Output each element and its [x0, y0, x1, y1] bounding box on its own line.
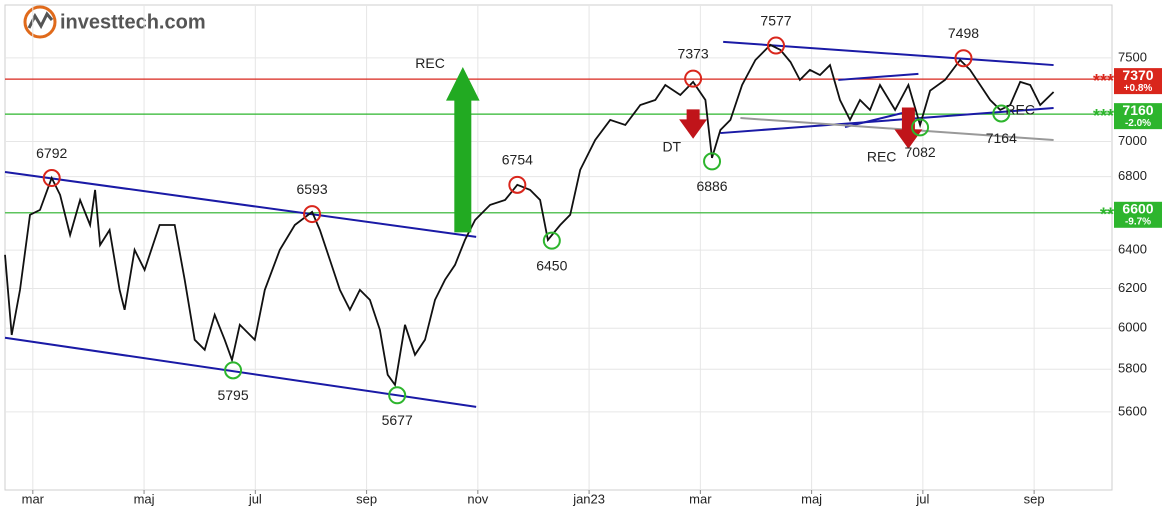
x-tick-label: sep — [1024, 491, 1045, 506]
level-change: -9.7% — [1125, 216, 1151, 227]
pivot-label: 6886 — [696, 178, 727, 194]
pivot-circle — [224, 361, 243, 380]
y-tick-label: 7000 — [1118, 133, 1147, 148]
y-tick-label: 6200 — [1118, 280, 1147, 295]
pivot-label: 6593 — [296, 181, 327, 197]
signal-arrow — [679, 109, 708, 139]
y-tick-label: 7500 — [1118, 49, 1147, 64]
pivot-circle — [911, 118, 930, 137]
trend-line — [4, 171, 477, 238]
signal-arrow — [894, 107, 923, 149]
pivot-label: 6792 — [36, 145, 67, 161]
logo-text: investtech.com — [60, 11, 206, 33]
pivot-circle — [703, 152, 722, 171]
trend-line — [838, 72, 919, 81]
signal-arrow — [446, 67, 480, 233]
level-value: 7370 — [1122, 67, 1153, 83]
x-tick-label: jul — [915, 491, 929, 506]
x-tick-label: maj — [134, 491, 155, 506]
pivot-circle — [42, 169, 61, 188]
y-tick-label: 5800 — [1118, 361, 1147, 376]
pivot-label: 7373 — [678, 45, 709, 61]
x-tick-label: sep — [356, 491, 377, 506]
pivot-label: 7082 — [905, 144, 936, 160]
pivot-label: 5795 — [217, 387, 248, 403]
level-stars: *** — [1093, 71, 1114, 91]
y-tick-label: 6400 — [1118, 242, 1147, 257]
pivot-circle — [767, 36, 786, 55]
signal-label: DT — [662, 139, 681, 155]
pivot-circle — [992, 104, 1011, 123]
pivot-label: 7164 — [986, 130, 1017, 146]
signal-label: REC — [1005, 101, 1035, 117]
pivot-circle — [303, 205, 322, 224]
level-change: +0.8% — [1124, 83, 1153, 94]
pivot-label: 7498 — [948, 25, 979, 41]
pivot-circle — [508, 175, 527, 194]
x-tick-label: mar — [22, 491, 45, 506]
x-tick-label: jan23 — [572, 491, 605, 506]
logo-icon — [23, 5, 57, 39]
level-box — [1114, 103, 1162, 130]
x-tick-label: nov — [467, 491, 488, 506]
logo: investtech.com — [23, 5, 206, 39]
trend-line — [723, 40, 1054, 67]
pivot-circle — [684, 69, 703, 88]
level-value: 6600 — [1122, 200, 1153, 216]
y-tick-label: 6000 — [1118, 320, 1147, 335]
y-tick-label: 5600 — [1118, 403, 1147, 418]
level-stars: *** — [1093, 106, 1114, 126]
price-line — [4, 43, 1055, 388]
pivot-label: 6754 — [502, 152, 533, 168]
pivot-label: 5677 — [382, 412, 413, 428]
level-value: 7160 — [1122, 102, 1153, 118]
x-tick-label: jul — [248, 491, 262, 506]
signal-label: REC — [867, 149, 897, 165]
level-box — [1114, 68, 1162, 95]
pivot-label: 6450 — [536, 257, 567, 273]
pivot-circle — [542, 231, 561, 250]
y-tick-label: 6800 — [1118, 168, 1147, 183]
x-tick-label: maj — [801, 491, 822, 506]
trend-line — [740, 117, 1054, 141]
plot-area — [4, 4, 1113, 491]
level-stars: ** — [1100, 205, 1114, 225]
trend-line — [720, 107, 1054, 135]
level-box — [1114, 201, 1162, 228]
level-change: -2.0% — [1125, 118, 1151, 129]
signal-label: REC — [415, 55, 445, 71]
pivot-label: 7577 — [760, 12, 791, 28]
pivot-circle — [954, 49, 973, 68]
x-tick-label: mar — [689, 491, 712, 506]
pivot-circle — [388, 386, 407, 405]
